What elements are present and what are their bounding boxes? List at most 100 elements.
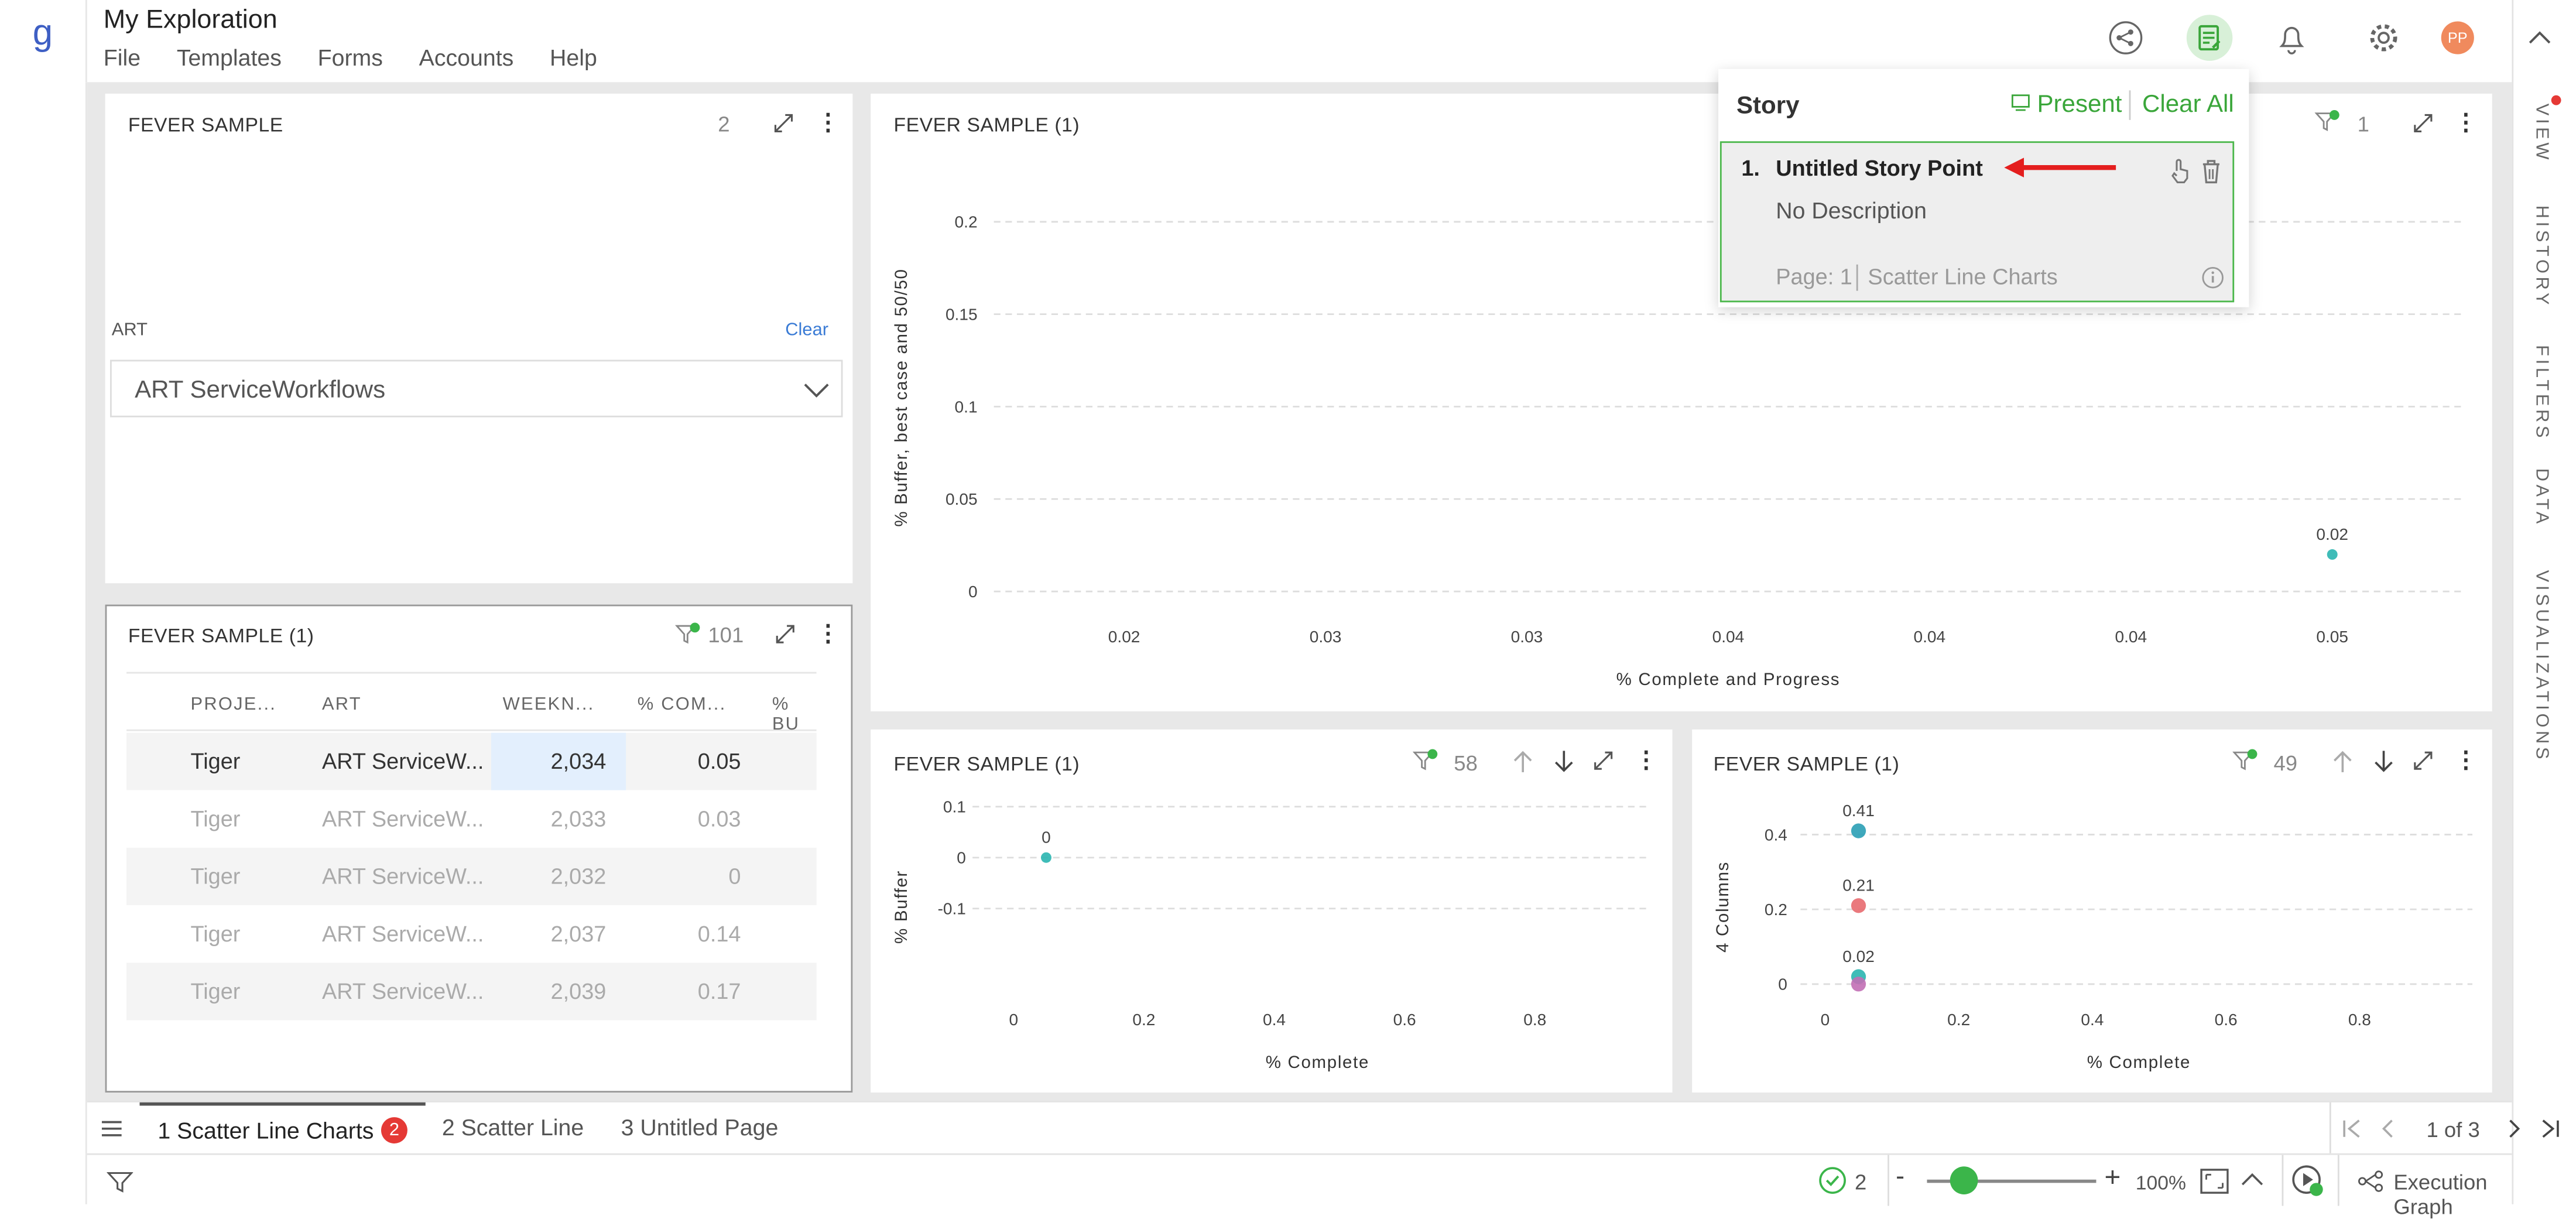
cell: 2,033	[550, 806, 607, 831]
menu-help[interactable]: Help	[550, 44, 597, 71]
tab-label: 1 Scatter Line Charts	[157, 1117, 374, 1143]
first-page-icon[interactable]	[2341, 1119, 2364, 1139]
page-tab-3[interactable]: 3 Untitled Page	[621, 1114, 779, 1141]
share-icon[interactable]	[2108, 20, 2144, 56]
hamburger-icon[interactable]	[100, 1119, 123, 1139]
data-label: 0.41	[1842, 802, 1875, 820]
x-tick-label: 0.03	[1511, 628, 1543, 646]
menu-forms[interactable]: Forms	[317, 44, 383, 71]
gear-icon[interactable]	[2366, 20, 2402, 56]
graph-icon[interactable]	[2358, 1170, 2384, 1193]
divider	[1888, 1155, 1889, 1206]
filter-active-icon[interactable]	[675, 621, 701, 648]
arrow-up-icon[interactable]	[2331, 749, 2354, 774]
cell: ART ServiceW...	[321, 922, 484, 947]
panel-count: 2	[718, 111, 730, 136]
menu-accounts[interactable]: Accounts	[419, 44, 514, 71]
last-page-icon[interactable]	[2538, 1119, 2561, 1139]
x-tick-label: 0.8	[1523, 1011, 1546, 1029]
panel-title: FEVER SAMPLE (1)	[1713, 752, 1900, 776]
y-tick-label: 0.1	[943, 798, 966, 816]
story-point-title[interactable]: Untitled Story Point	[1776, 156, 1983, 181]
col-header[interactable]: WEEKN...	[502, 694, 595, 715]
filter-active-icon[interactable]	[2314, 108, 2341, 135]
next-page-icon[interactable]	[2507, 1119, 2523, 1139]
y-tick-label: 0.1	[955, 398, 978, 416]
x-tick-label: 0.02	[1108, 628, 1140, 646]
app-logo[interactable]: g	[0, 0, 87, 83]
divider	[2129, 90, 2131, 120]
execution-graph-button[interactable]: Execution Graph	[2393, 1169, 2488, 1219]
col-header[interactable]: ART	[321, 694, 362, 715]
expand-icon[interactable]	[774, 622, 797, 645]
more-icon[interactable]: ⋮	[2454, 745, 2478, 772]
table-row[interactable]: Tiger ART ServiceW... 2,037 0.14	[126, 905, 817, 963]
filter-active-icon[interactable]	[2232, 748, 2259, 774]
zoom-in-button[interactable]: +	[2104, 1161, 2121, 1193]
table-row[interactable]: Tiger ART ServiceW... 2,039 0.17	[126, 963, 817, 1021]
expand-icon[interactable]	[772, 112, 795, 135]
arrow-up-icon[interactable]	[1512, 749, 1534, 774]
more-icon[interactable]: ⋮	[1634, 745, 1658, 772]
expand-icon[interactable]	[2411, 749, 2434, 772]
filter-icon[interactable]	[107, 1170, 133, 1193]
zoom-level: 100%	[2135, 1171, 2186, 1194]
chevron-up-icon[interactable]	[2241, 1172, 2263, 1188]
zoom-out-button[interactable]: -	[1896, 1163, 1905, 1191]
col-header[interactable]: % BU	[772, 694, 800, 735]
table-row[interactable]: Tiger ART ServiceW... 2,034 0.05	[126, 732, 817, 790]
play-icon[interactable]	[2291, 1165, 2324, 1197]
expand-icon[interactable]	[2411, 112, 2434, 135]
clear-link[interactable]: Clear	[785, 320, 829, 340]
x-tick-label: 0.6	[2215, 1011, 2238, 1029]
more-icon[interactable]: ⋮	[816, 108, 840, 135]
arrow-down-icon[interactable]	[2372, 749, 2395, 774]
hand-pointer-icon[interactable]	[2169, 157, 2191, 184]
present-icon[interactable]	[2011, 94, 2031, 112]
art-select[interactable]: ART ServiceWorkflows	[110, 359, 843, 417]
left-rail	[0, 82, 87, 1204]
check-circle-icon[interactable]	[1818, 1166, 1847, 1194]
more-icon[interactable]: ⋮	[2454, 108, 2478, 135]
zoom-slider-track[interactable]	[1927, 1179, 2097, 1183]
prev-page-icon[interactable]	[2379, 1119, 2395, 1139]
tab-visualizations[interactable]: VISUALIZATIONS	[2532, 570, 2551, 763]
info-icon[interactable]	[2201, 266, 2224, 289]
arrow-down-icon[interactable]	[1553, 749, 1575, 774]
panel-title: FEVER SAMPLE (1)	[893, 752, 1080, 776]
clear-all-button[interactable]: Clear All	[2142, 90, 2234, 119]
col-header[interactable]: PROJE...	[190, 694, 277, 715]
trash-icon[interactable]	[2200, 157, 2222, 184]
red-arrow-annotation	[2004, 157, 2116, 178]
more-icon[interactable]: ⋮	[816, 619, 840, 646]
menu-file[interactable]: File	[103, 44, 141, 71]
cell: 2,034	[550, 749, 607, 774]
tab-history[interactable]: HISTORY	[2532, 205, 2551, 309]
tab-view[interactable]: VIEW	[2532, 103, 2551, 163]
page-tab-1[interactable]: 1 Scatter Line Charts 2	[139, 1102, 426, 1153]
y-axis-label: % Buffer, best case and 50/50	[892, 268, 911, 526]
tab-filters[interactable]: FILTERS	[2532, 345, 2551, 441]
story-point-card[interactable]: 1. Untitled Story Point No Description P…	[1719, 141, 2235, 303]
present-button[interactable]: Present	[2037, 90, 2122, 119]
expand-icon[interactable]	[1592, 749, 1615, 772]
data-label: 0	[1042, 828, 1051, 846]
menu-templates[interactable]: Templates	[176, 44, 282, 71]
cell: Tiger	[190, 979, 241, 1004]
table-row[interactable]: Tiger ART ServiceW... 2,033 0.03	[126, 790, 817, 848]
filter-panel: FEVER SAMPLE 2 ⋮ ART Clear ART ServiceWo…	[105, 93, 853, 584]
fit-screen-icon[interactable]	[2200, 1168, 2229, 1194]
story-icon[interactable]	[2185, 13, 2234, 62]
cell: 2,037	[550, 922, 607, 947]
chevron-up-icon[interactable]	[2527, 26, 2553, 49]
story-panel: Story Present Clear All 1. Untitled Stor…	[1718, 69, 2249, 307]
table-row[interactable]: Tiger ART ServiceW... 2,032 0	[126, 847, 817, 906]
zoom-slider-handle[interactable]	[1950, 1166, 1978, 1194]
page-tab-2[interactable]: 2 Scatter Line	[441, 1114, 584, 1141]
tab-data[interactable]: DATA	[2532, 468, 2551, 527]
col-header[interactable]: % COM...	[637, 694, 727, 715]
avatar[interactable]: PP	[2441, 21, 2474, 54]
bell-icon[interactable]	[2274, 20, 2310, 56]
filter-active-icon[interactable]	[1413, 748, 1439, 774]
panel-title: FEVER SAMPLE (1)	[128, 624, 314, 648]
